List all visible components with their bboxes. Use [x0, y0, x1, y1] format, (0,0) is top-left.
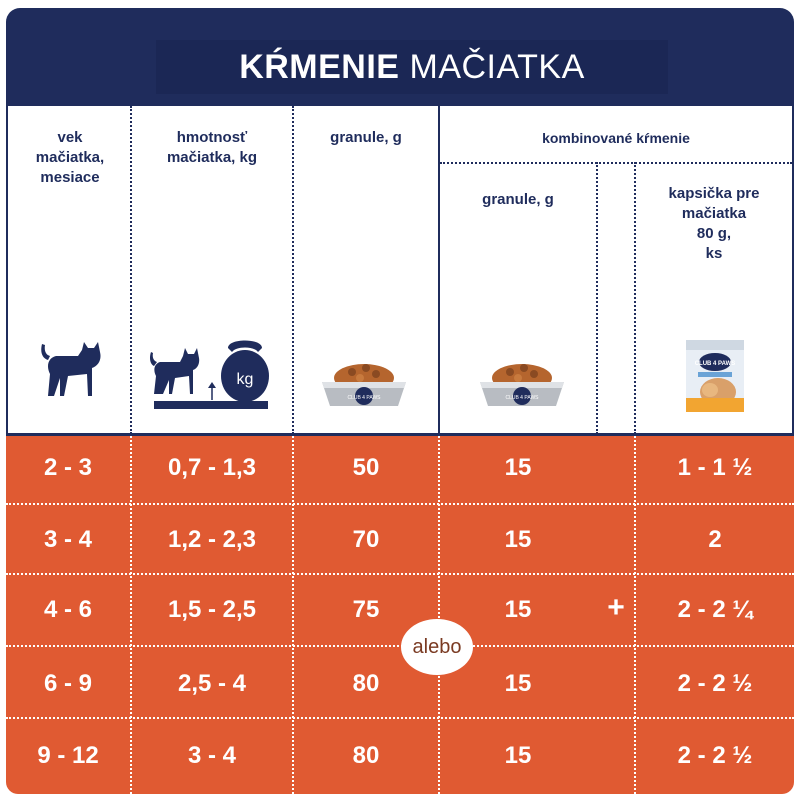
cell-pouch: 2 [708, 526, 722, 553]
col-divider [596, 162, 598, 434]
feeding-table [6, 436, 794, 794]
col-divider [292, 436, 294, 794]
pouch-icon: CLUB 4 PAWS [686, 340, 744, 412]
header-combined-dry: granule, g [482, 191, 554, 208]
header-weight: hmotnosť mačiatka, kg [166, 129, 258, 166]
bowl-brand: CLUB 4 PAWS [505, 395, 539, 401]
kitten-weight-icon: kg [150, 340, 269, 409]
col-divider [634, 436, 636, 794]
cell-pouch: 1 - 1 ½ [677, 454, 753, 481]
cell-combined-dry: 15 [504, 670, 532, 697]
col-divider [438, 106, 440, 434]
row-divider [6, 645, 794, 647]
cell-weight: 1,5 - 2,5 [167, 596, 257, 623]
cell-age: 9 - 12 [37, 742, 99, 769]
cell-combined-dry: 15 [504, 596, 532, 623]
header-combined: kombinované kŕmenie [542, 130, 690, 146]
col-divider [634, 162, 636, 434]
cell-pouch: 2 - 2 ½ [677, 670, 753, 697]
cell-dry: 50 [352, 454, 380, 481]
row-divider [6, 573, 794, 575]
header-pouch: kapsička pre mačiatka 80 g, ks [668, 185, 760, 262]
cell-combined-dry: 15 [504, 454, 532, 481]
kg-label: kg [237, 371, 254, 388]
cat-icon [41, 342, 101, 396]
col-divider [438, 436, 440, 794]
cell-dry: 80 [352, 670, 380, 697]
bowl-brand: CLUB 4 PAWS [347, 395, 381, 401]
col-divider [292, 106, 294, 434]
cell-dry: 80 [352, 742, 380, 769]
cell-weight: 1,2 - 2,3 [167, 526, 257, 553]
column-header-area [6, 106, 794, 436]
row-divider [6, 717, 794, 719]
cell-pouch: 2 - 2 ½ [677, 742, 753, 769]
cell-age: 6 - 9 [43, 670, 93, 697]
title-strong: KŔMENIE [239, 47, 400, 86]
header-divider [6, 433, 794, 436]
cell-dry: 70 [352, 526, 380, 553]
cell-age: 2 - 3 [43, 454, 93, 481]
cell-combined-dry: 15 [504, 526, 532, 553]
col-divider [130, 436, 132, 794]
row-divider [6, 503, 794, 505]
pouch-brand: CLUB 4 PAWS [695, 361, 736, 367]
title-banner: KŔMENIE MAČIATKA [6, 8, 794, 106]
cell-combined-dry: 15 [504, 742, 532, 769]
cell-dry: 75 [352, 596, 380, 623]
cell-weight: 0,7 - 1,3 [167, 454, 257, 481]
food-bowl-icon: CLUB 4 PAWS [322, 364, 406, 406]
or-badge: alebo [401, 619, 473, 675]
cell-weight: 3 - 4 [187, 742, 237, 769]
cell-age: 3 - 4 [43, 526, 93, 553]
subheader-divider [440, 162, 792, 164]
cell-weight: 2,5 - 4 [177, 670, 247, 697]
cell-age: 4 - 6 [43, 596, 93, 623]
page-title: KŔMENIE MAČIATKA [156, 40, 668, 94]
food-bowl-icon: CLUB 4 PAWS [480, 364, 564, 406]
header-age: vek mačiatka, mesiace [35, 129, 105, 186]
plus-sign: + [607, 591, 625, 624]
header-dry: granule, g [330, 129, 402, 146]
cell-pouch: 2 - 2 ¼ [677, 596, 753, 623]
col-divider [130, 106, 132, 434]
title-light: MAČIATKA [409, 47, 585, 86]
